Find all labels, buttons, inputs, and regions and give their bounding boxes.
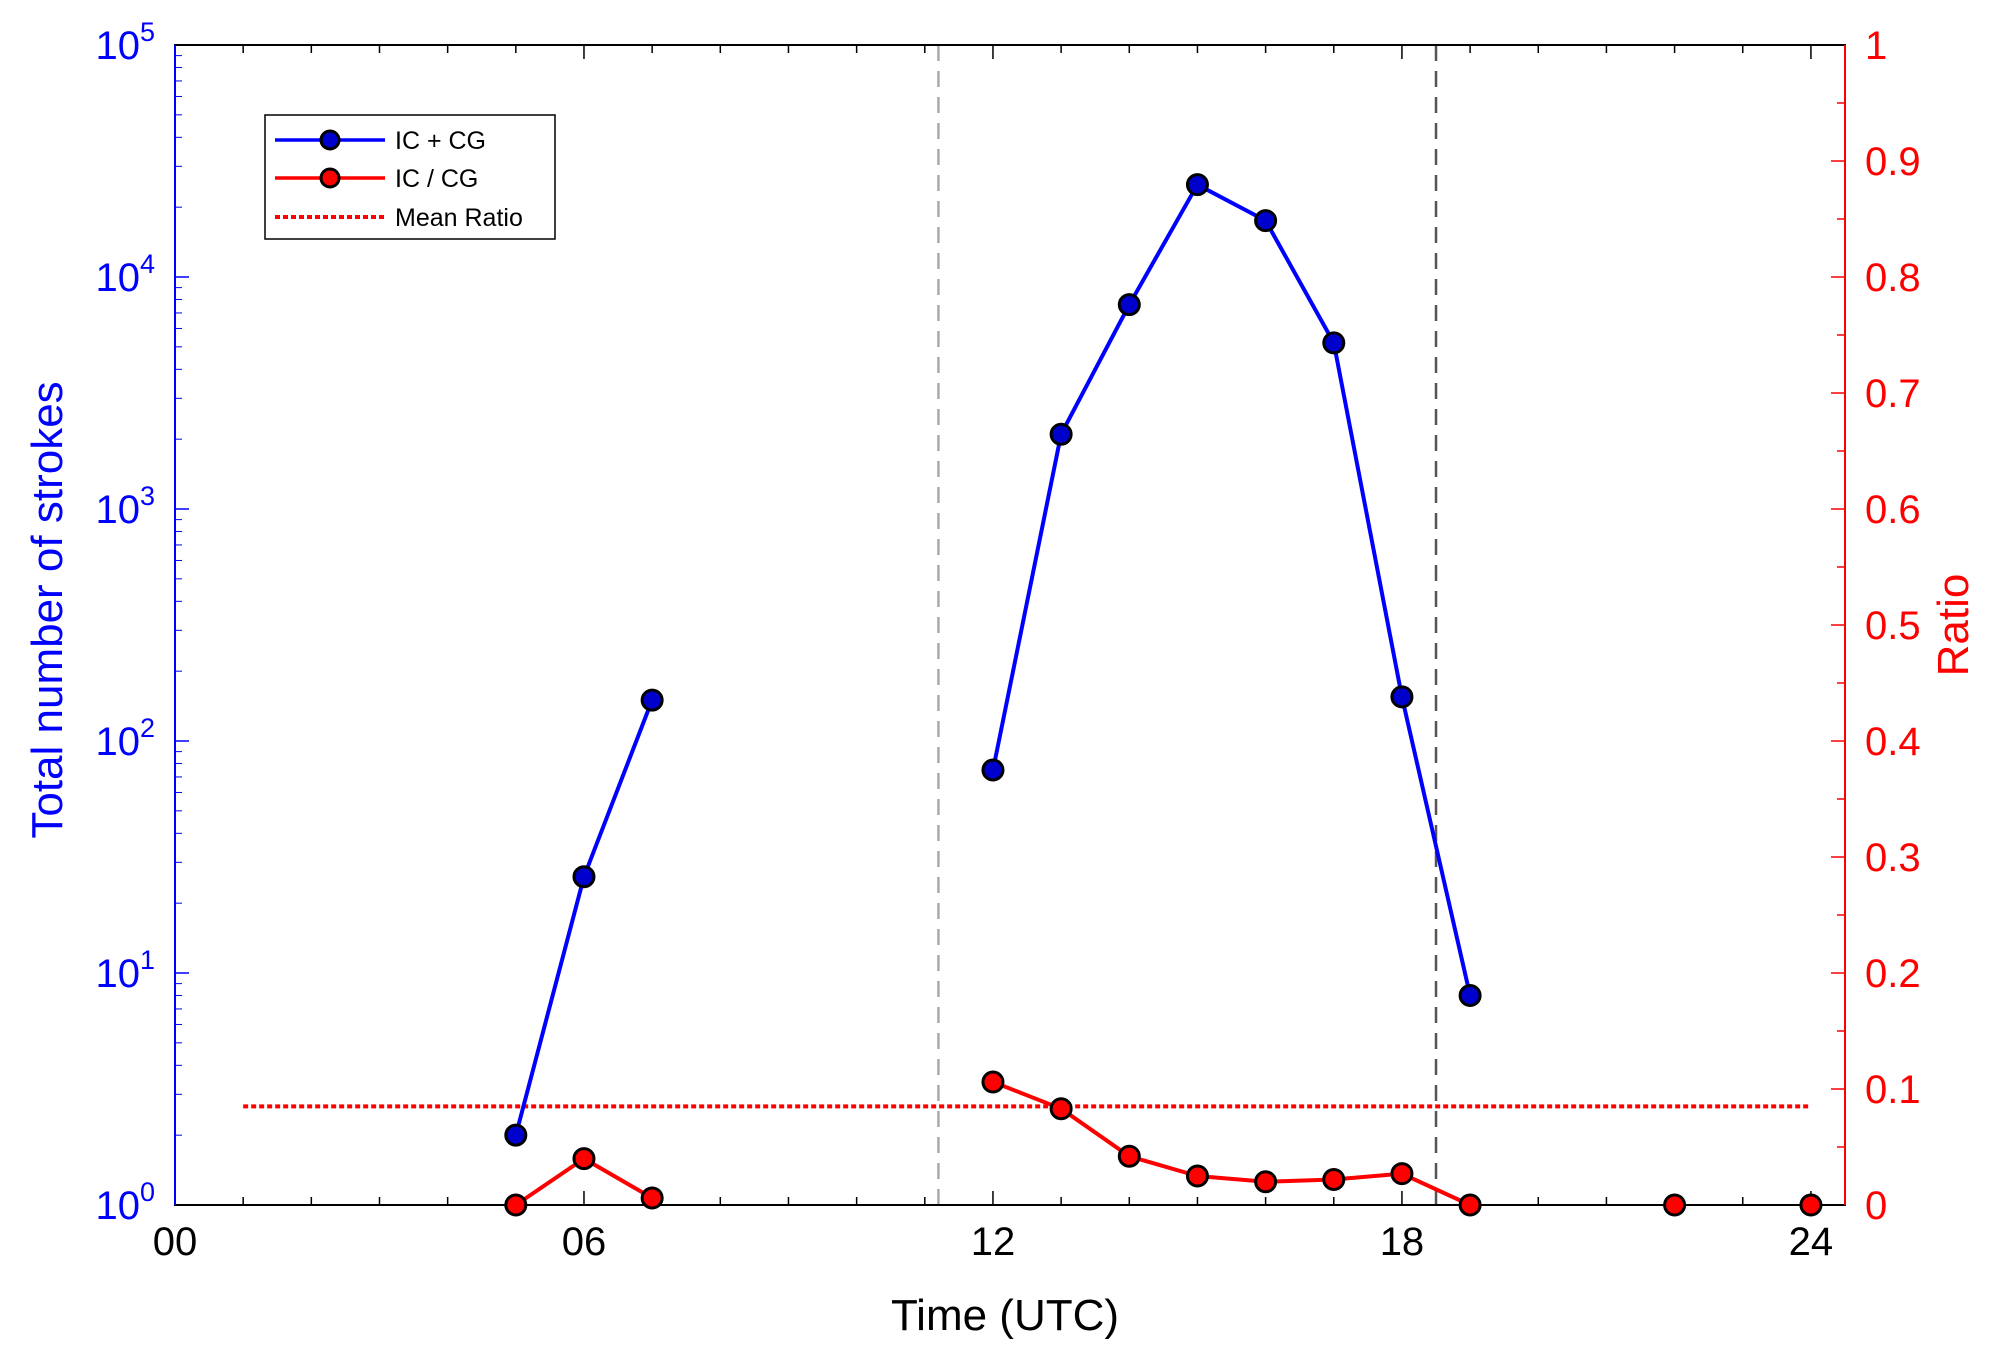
- data-point-ic-cg-1-7: [1458, 983, 1482, 1007]
- y-right-tick-label-10: 1: [1865, 24, 1887, 68]
- y-left-tick-label-0: 100: [95, 1177, 155, 1228]
- x-tick-label-12: 12: [971, 1220, 1016, 1264]
- vertical-reference-lines: [937, 45, 1438, 1205]
- y-right-tick-label-9: 0.9: [1865, 140, 1921, 184]
- y-axis-label-right: Ratio: [1929, 574, 1978, 677]
- y-right-tick-label-5: 0.5: [1865, 604, 1921, 648]
- x-axis-label: Time (UTC): [891, 1291, 1119, 1340]
- legend-label-ic-over-cg: IC / CG: [395, 165, 478, 193]
- y-right-tick-label-3: 0.3: [1865, 836, 1921, 880]
- data-point-ic-cg-1-3: [1185, 173, 1209, 197]
- data-point-ic-cg-1-4: [1254, 1170, 1278, 1194]
- y-left-tick-label-5: 105: [95, 17, 155, 68]
- data-point-ic-cg-1-2: [1117, 1144, 1141, 1168]
- data-point-ic-cg-0-0: [504, 1123, 528, 1147]
- y-left-tick-label-4: 104: [95, 249, 155, 300]
- data-point-ic-cg-0-0: [504, 1193, 528, 1217]
- y-left-tick-label-2: 102: [95, 713, 155, 764]
- x-tick-label-18: 18: [1380, 1220, 1425, 1264]
- legend: IC + CG IC / CG Mean Ratio: [264, 114, 556, 240]
- y-right-tick-label-6: 0.6: [1865, 488, 1921, 532]
- data-point-ic-cg-0-1: [572, 865, 596, 889]
- x-tick-label-24: 24: [1789, 1220, 1834, 1264]
- y-axis-label-left: Total number of strokes: [23, 381, 72, 838]
- data-point-ic-cg-1-6: [1390, 1162, 1414, 1186]
- y-right-tick-label-0: 0: [1865, 1184, 1887, 1228]
- data-point-ic-cg-2-0: [1663, 1193, 1687, 1217]
- tick-labels: 00 06 12 18 24 100 101 102 103 104 105 0 0.1 0.2 0.3 0.…: [95, 17, 1920, 1264]
- y-right-tick-label-7: 0.7: [1865, 372, 1921, 416]
- data-point-ic-cg-1-2: [1117, 293, 1141, 317]
- data-point-ic-cg-3-0: [1799, 1193, 1823, 1217]
- data-point-ic-cg-1-1: [1049, 422, 1073, 446]
- x-tick-label-00: 00: [153, 1220, 198, 1264]
- data-point-ic-cg-1-4: [1254, 209, 1278, 233]
- data-point-ic-cg-1-0: [981, 1070, 1005, 1094]
- legend-entry-ic-over-cg: IC / CG: [275, 165, 478, 193]
- legend-entry-mean-ratio: Mean Ratio: [275, 204, 523, 232]
- y-left-tick-label-1: 101: [95, 945, 155, 996]
- data-point-ic-cg-0-2: [640, 1186, 664, 1210]
- legend-label-ic-plus-cg: IC + CG: [395, 127, 486, 155]
- x-tick-label-06: 06: [562, 1220, 607, 1264]
- data-point-ic-cg-1-6: [1390, 685, 1414, 709]
- y-left-tick-label-3: 103: [95, 481, 155, 532]
- data-point-ic-cg-1-7: [1458, 1193, 1482, 1217]
- y-right-tick-label-1: 0.1: [1865, 1068, 1921, 1112]
- legend-marker-ic-over-cg: [319, 167, 341, 189]
- series-line-ic-cg-seg-1: [991, 182, 1473, 996]
- data-point-ic-cg-1-5: [1322, 1167, 1346, 1191]
- series-points: [504, 173, 1823, 1217]
- legend-marker-ic-plus-cg: [319, 129, 341, 151]
- data-point-ic-cg-1-1: [1049, 1097, 1073, 1121]
- legend-label-mean-ratio: Mean Ratio: [395, 204, 523, 232]
- y-right-tick-label-2: 0.2: [1865, 952, 1921, 996]
- y-right-tick-label-4: 0.4: [1865, 720, 1921, 764]
- data-point-ic-cg-1-3: [1185, 1164, 1209, 1188]
- data-point-ic-cg-0-1: [572, 1147, 596, 1171]
- y-right-tick-label-8: 0.8: [1865, 256, 1921, 300]
- data-point-ic-cg-1-5: [1322, 331, 1346, 355]
- legend-entry-ic-plus-cg: IC + CG: [275, 127, 486, 155]
- series-line-ic-cg-seg-0: [513, 699, 654, 1136]
- data-point-ic-cg-1-0: [981, 758, 1005, 782]
- data-point-ic-cg-0-2: [640, 688, 664, 712]
